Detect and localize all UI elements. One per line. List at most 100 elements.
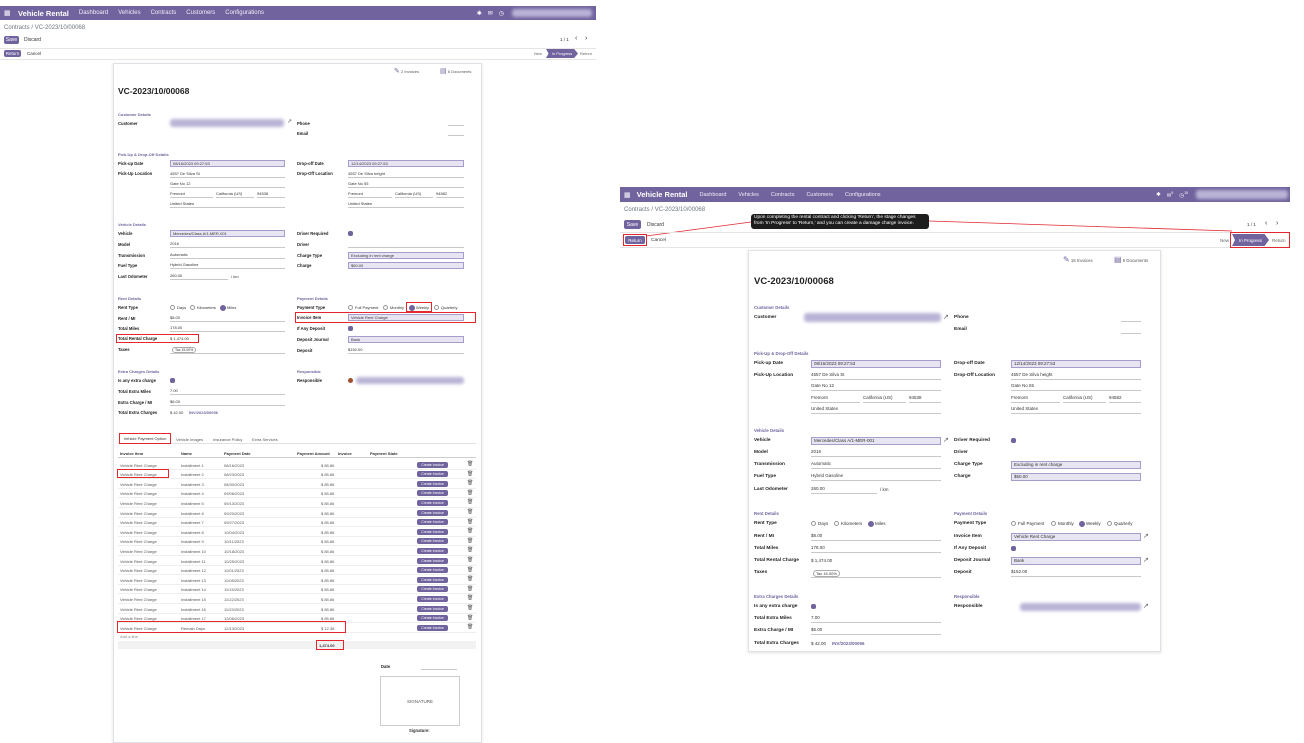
bug-icon[interactable]: ✱ <box>476 10 482 17</box>
nav-customers[interactable]: Customers <box>186 10 216 16</box>
vehicle-field[interactable]: Mercedes/Class A/1-MER-001 <box>811 437 941 445</box>
pager-next-icon[interactable]: › <box>585 35 588 42</box>
cancel-button[interactable]: Cancel <box>27 51 42 56</box>
user-menu[interactable] <box>1196 190 1288 199</box>
save-button[interactable]: Save <box>624 220 641 229</box>
nav-customers[interactable]: Customers <box>806 191 834 198</box>
trash-icon[interactable]: 🗑 <box>467 518 474 525</box>
smart-documents[interactable]: ▤ 6 Documents <box>440 68 472 75</box>
invoice-item-field[interactable]: Vehicle Rent Charge <box>348 314 464 321</box>
trash-icon[interactable]: 🗑 <box>467 614 474 621</box>
create-invoice-button[interactable]: Create Invoice <box>417 586 448 593</box>
apps-menu-icon[interactable]: ▦ <box>4 10 11 17</box>
any-deposit-checkbox[interactable] <box>348 326 353 331</box>
dropoff-state-field[interactable]: California (US) <box>395 191 433 198</box>
trash-icon[interactable]: 🗑 <box>467 461 474 467</box>
create-invoice-button[interactable]: Create Invoice <box>417 519 448 526</box>
pager-next-icon[interactable]: › <box>1276 220 1279 227</box>
driver-field[interactable] <box>348 241 464 248</box>
extra-miles-field[interactable]: 7.00 <box>811 615 941 623</box>
stage-return[interactable]: Return <box>580 51 593 56</box>
extra-any-checkbox[interactable] <box>811 604 816 609</box>
nav-dashboard[interactable]: Dashboard <box>78 10 109 16</box>
tab-extra-services[interactable]: Extra Services <box>252 437 278 442</box>
trash-icon[interactable]: 🗑 <box>467 499 474 506</box>
table-row[interactable]: Vehicle Rent Charge Installment 7 09/27/20… <box>118 518 476 528</box>
pickup-state-field[interactable]: California (US) <box>863 395 906 403</box>
nav-vehicles[interactable]: Vehicles <box>118 10 141 16</box>
rent-type-km-radio[interactable] <box>834 521 839 526</box>
deposit-field[interactable]: $152.00 <box>348 347 464 354</box>
create-invoice-button[interactable]: Create Invoice <box>417 576 448 583</box>
trash-icon[interactable]: 🗑 <box>467 509 474 515</box>
trash-icon[interactable]: 🗑 <box>467 470 474 477</box>
nav-contracts[interactable]: Contracts <box>150 10 177 16</box>
extra-charge-mi-field[interactable]: $6.00 <box>811 627 941 635</box>
table-row[interactable]: Vehicle Rent Charge Installment 4 09/06/20… <box>118 489 476 499</box>
dropoff-date-field[interactable]: 12/14/2023 09:27:53 <box>348 160 464 167</box>
signature-date-field[interactable] <box>421 663 457 670</box>
payment-weekly-radio[interactable] <box>1079 521 1085 527</box>
pickup-country-field[interactable]: United States <box>170 201 285 208</box>
driver-required-checkbox[interactable] <box>1011 438 1016 443</box>
stage-in-progress[interactable]: In Progress <box>1232 234 1269 246</box>
signature-box[interactable]: SIGNATURE <box>380 676 460 726</box>
dropoff-city-field[interactable]: Fremont <box>1011 395 1060 403</box>
stage-in-progress[interactable]: In Progress <box>546 49 578 58</box>
table-row[interactable]: Vehicle Rent Charge Installment 17 12/06/2… <box>118 614 476 624</box>
trash-icon[interactable]: 🗑 <box>467 489 474 496</box>
phone-field[interactable] <box>448 120 464 126</box>
payment-weekly-radio[interactable] <box>409 305 415 311</box>
trash-icon[interactable]: 🗑 <box>467 595 474 602</box>
extra-invoice-link[interactable]: INV/2023/00056 <box>189 410 218 415</box>
create-invoice-button[interactable]: Create Invoice <box>417 471 448 478</box>
create-invoice-button[interactable]: Create Invoice <box>417 509 448 516</box>
table-row[interactable]: Vehicle Rent Charge Installment 6 09/20/20… <box>118 508 476 518</box>
responsible-field[interactable] <box>1020 603 1141 611</box>
create-invoice-button[interactable]: Create Invoice <box>417 490 448 497</box>
table-row[interactable]: Vehicle Rent Charge Installment 13 11/08/2… <box>118 575 476 585</box>
smart-invoices[interactable]: ✎ 2 Invoices <box>394 68 420 75</box>
table-row[interactable]: Vehicle Rent Charge Installment 14 11/15/2… <box>118 585 476 595</box>
create-invoice-button[interactable]: Create Invoice <box>417 538 448 545</box>
rent-field[interactable]: $8.00 <box>170 315 285 322</box>
customer-field[interactable] <box>804 313 941 322</box>
payment-quarterly-radio[interactable] <box>434 305 439 310</box>
trash-icon[interactable]: 🗑 <box>467 480 474 487</box>
payment-monthly-radio[interactable] <box>383 305 388 310</box>
dropoff-country-field[interactable]: United States <box>1011 406 1141 414</box>
table-row[interactable]: Vehicle Rent Charge Installment 2 08/23/20… <box>118 470 476 480</box>
payment-full-radio[interactable] <box>348 305 353 310</box>
trash-icon[interactable]: 🗑 <box>467 585 474 592</box>
discard-button[interactable]: Discard <box>24 37 41 43</box>
extra-charge-mi-field[interactable]: $6.00 <box>170 399 285 406</box>
save-button[interactable]: Save <box>4 36 19 44</box>
invoice-item-field[interactable]: Vehicle Rent Charge <box>1011 533 1141 541</box>
create-invoice-button[interactable]: Create Invoice <box>417 461 448 468</box>
nav-vehicles[interactable]: Vehicles <box>738 191 759 198</box>
rent-field[interactable]: $8.00 <box>811 533 941 541</box>
pickup-street2-field[interactable]: Gate No 12 <box>170 181 285 188</box>
create-invoice-button[interactable]: Create Invoice <box>417 528 448 535</box>
rent-type-km-radio[interactable] <box>190 305 195 310</box>
dropoff-street-field[interactable]: 4557 De Silva height <box>348 171 464 178</box>
tax-tag[interactable]: Tax 15.00% <box>172 347 197 353</box>
trash-icon[interactable]: 🗑 <box>467 557 474 563</box>
pickup-zip-field[interactable]: 94538 <box>909 395 941 403</box>
rent-type-miles-radio[interactable] <box>868 521 874 527</box>
external-link-icon[interactable]: ↗ <box>1143 603 1149 610</box>
nav-configurations[interactable]: Configurations <box>225 10 264 16</box>
tab-vehicle-payment-option[interactable]: Vehicle Payment Option <box>119 433 171 444</box>
pickup-street-field[interactable]: 4557 De Silva St <box>170 171 285 178</box>
table-row[interactable]: Vehicle Rent Charge Installment 12 11/01/2… <box>118 566 476 576</box>
stage-return[interactable]: Return <box>1272 238 1286 243</box>
dropoff-zip-field[interactable]: 94582 <box>1109 395 1141 403</box>
table-row[interactable]: Vehicle Rent Charge Installment 8 10/04/20… <box>118 527 476 537</box>
nav-dashboard[interactable]: Dashboard <box>699 191 727 198</box>
table-row[interactable]: Vehicle Rent Charge Installment 9 10/11/20… <box>118 537 476 547</box>
trash-icon[interactable]: 🗑 <box>467 547 474 554</box>
deposit-journal-field[interactable]: Bank <box>348 336 464 343</box>
pager-prev-icon[interactable]: ‹ <box>1265 220 1268 227</box>
nav-configurations[interactable]: Configurations <box>845 191 881 198</box>
discard-button[interactable]: Discard <box>647 222 664 228</box>
